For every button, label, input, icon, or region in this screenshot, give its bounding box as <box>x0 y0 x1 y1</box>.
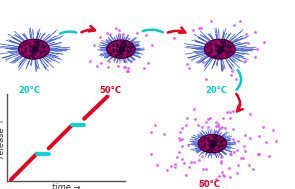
Circle shape <box>215 46 224 52</box>
Circle shape <box>117 47 124 51</box>
Circle shape <box>113 44 129 54</box>
Circle shape <box>198 135 227 153</box>
Circle shape <box>33 49 35 50</box>
Circle shape <box>218 48 221 50</box>
Circle shape <box>120 49 122 50</box>
Circle shape <box>110 42 132 56</box>
Circle shape <box>19 39 49 59</box>
Circle shape <box>107 40 135 58</box>
Circle shape <box>21 41 47 57</box>
Circle shape <box>214 46 225 53</box>
Circle shape <box>209 42 230 56</box>
Circle shape <box>29 46 39 52</box>
Circle shape <box>212 143 213 144</box>
Circle shape <box>112 43 130 55</box>
Circle shape <box>111 43 131 56</box>
Circle shape <box>112 44 130 55</box>
Circle shape <box>32 48 36 51</box>
Circle shape <box>205 40 234 58</box>
Circle shape <box>211 44 228 55</box>
Circle shape <box>209 141 216 146</box>
Circle shape <box>212 44 227 54</box>
Circle shape <box>28 45 40 53</box>
Circle shape <box>206 139 219 148</box>
Circle shape <box>199 135 226 152</box>
Circle shape <box>217 47 223 51</box>
Circle shape <box>107 40 135 58</box>
Circle shape <box>26 44 42 54</box>
Circle shape <box>19 40 48 58</box>
Circle shape <box>109 41 133 57</box>
Circle shape <box>115 46 127 53</box>
Circle shape <box>31 47 37 51</box>
Circle shape <box>207 140 217 147</box>
Text: 50°C: 50°C <box>199 180 220 189</box>
Circle shape <box>25 44 42 55</box>
Circle shape <box>118 47 124 51</box>
Circle shape <box>213 45 227 53</box>
Circle shape <box>27 45 41 53</box>
Circle shape <box>30 47 38 52</box>
Circle shape <box>207 41 232 57</box>
Circle shape <box>32 48 35 50</box>
Circle shape <box>211 143 214 145</box>
Circle shape <box>119 48 123 50</box>
Circle shape <box>20 40 48 58</box>
Circle shape <box>205 139 220 149</box>
Circle shape <box>201 136 224 151</box>
Circle shape <box>110 42 132 56</box>
Circle shape <box>119 48 122 50</box>
Circle shape <box>214 45 226 53</box>
Circle shape <box>202 137 223 150</box>
Circle shape <box>207 41 233 57</box>
Circle shape <box>207 140 218 147</box>
Circle shape <box>22 41 46 57</box>
Circle shape <box>117 46 125 52</box>
Circle shape <box>204 138 221 149</box>
Circle shape <box>210 43 230 56</box>
Circle shape <box>211 43 229 55</box>
Circle shape <box>217 48 222 51</box>
Circle shape <box>116 46 126 52</box>
Circle shape <box>219 49 221 50</box>
Circle shape <box>114 45 127 53</box>
Circle shape <box>202 137 222 150</box>
Circle shape <box>29 46 39 53</box>
Circle shape <box>206 40 234 58</box>
Circle shape <box>24 43 44 56</box>
Circle shape <box>23 42 45 56</box>
Circle shape <box>108 41 134 57</box>
X-axis label: time →: time → <box>52 183 81 189</box>
Circle shape <box>204 39 235 59</box>
Circle shape <box>22 42 45 57</box>
Circle shape <box>200 136 225 152</box>
Text: 50°C: 50°C <box>100 86 122 95</box>
Circle shape <box>25 43 43 55</box>
Circle shape <box>114 45 128 54</box>
Circle shape <box>208 42 231 57</box>
Circle shape <box>208 141 217 146</box>
Circle shape <box>216 47 224 52</box>
Circle shape <box>209 142 215 146</box>
Y-axis label: release ↑: release ↑ <box>0 118 6 158</box>
Circle shape <box>200 136 224 151</box>
Text: 20°C: 20°C <box>19 86 40 95</box>
Text: 20°C: 20°C <box>206 86 228 95</box>
Circle shape <box>210 142 214 145</box>
Circle shape <box>205 139 219 148</box>
Circle shape <box>203 138 222 149</box>
